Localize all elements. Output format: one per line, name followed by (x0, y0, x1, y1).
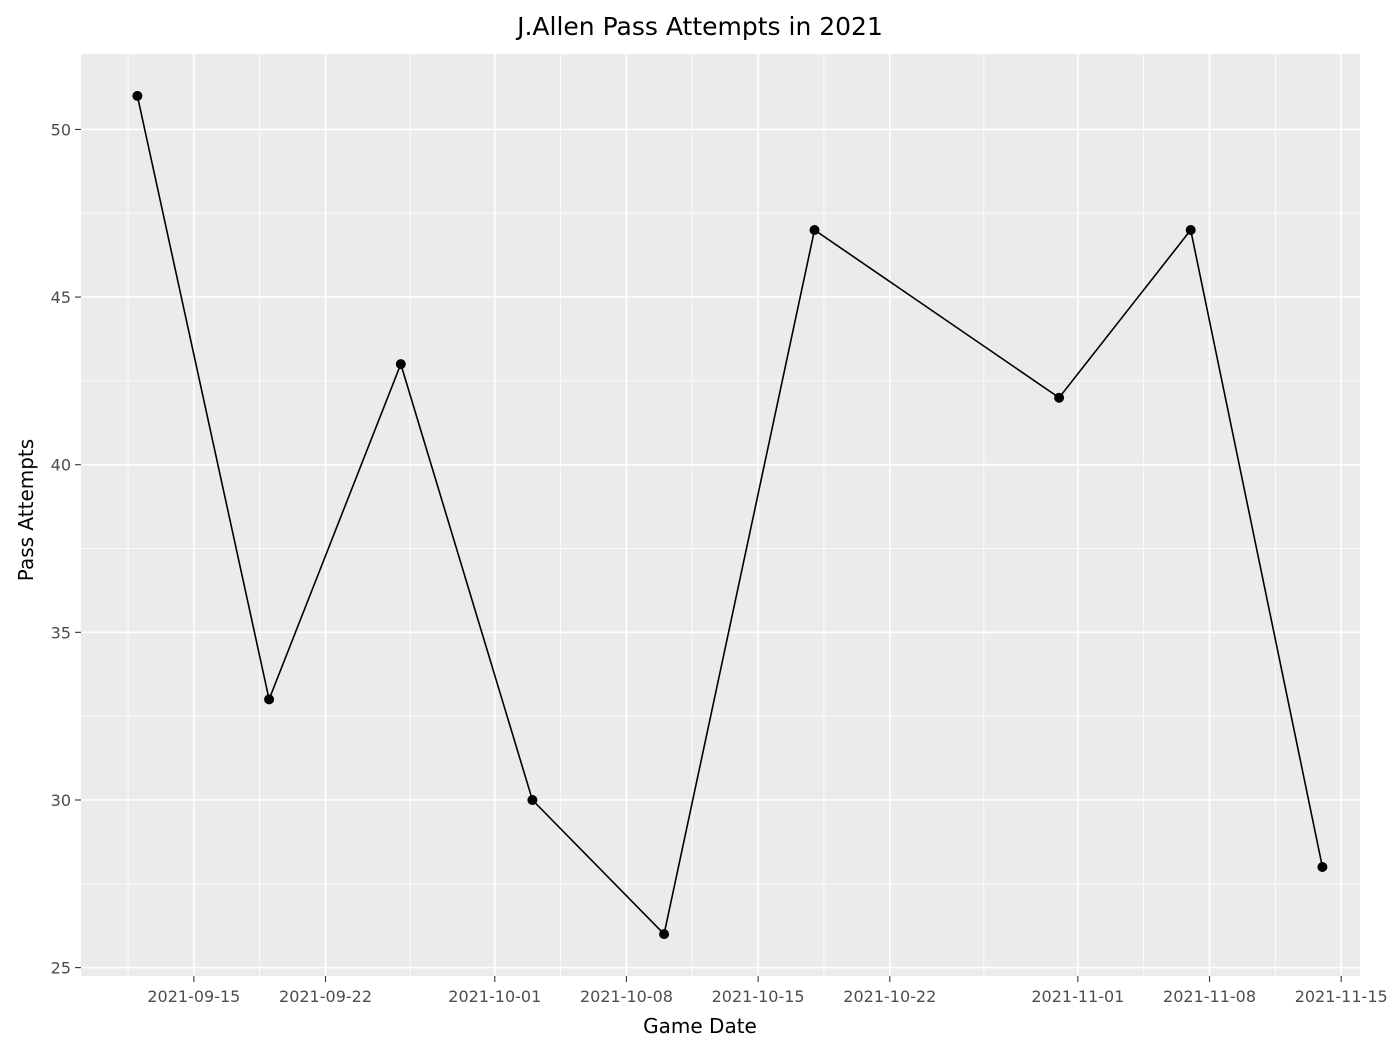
x-tick-label: 2021-11-08 (1163, 987, 1256, 1006)
x-tick-label: 2021-09-15 (147, 987, 240, 1006)
x-tick-label: 2021-10-08 (580, 987, 673, 1006)
data-point (527, 795, 538, 805)
data-point (1185, 225, 1196, 235)
x-axis-title: Game Date (643, 1014, 757, 1038)
data-point (1317, 862, 1328, 872)
x-tick-label: 2021-10-15 (712, 987, 805, 1006)
y-tick-label: 25 (51, 959, 71, 978)
x-tick-label: 2021-11-01 (1031, 987, 1124, 1006)
x-tick-label: 2021-11-15 (1295, 987, 1388, 1006)
y-tick-label: 40 (51, 456, 71, 475)
data-point (132, 90, 143, 101)
data-point (659, 929, 670, 940)
panel-background (81, 54, 1360, 976)
tick-labels: 2021-09-15 2021-09-22 2021-10-01 2021-10-08… (51, 120, 1388, 1006)
y-axis-title: Pass Attempts (14, 439, 38, 581)
y-tick-label: 50 (51, 120, 71, 139)
data-point (809, 225, 820, 235)
y-tick-label: 35 (51, 623, 71, 642)
chart-title: J.Allen Pass Attempts in 2021 (515, 12, 883, 41)
y-tick-label: 45 (51, 288, 71, 307)
data-point (264, 694, 275, 705)
x-tick-label: 2021-10-22 (843, 987, 936, 1006)
y-tick-label: 30 (51, 791, 71, 810)
tick-marks (75, 128, 1342, 982)
x-tick-label: 2021-09-22 (279, 987, 372, 1006)
data-point (1054, 392, 1065, 403)
data-points (132, 90, 1328, 940)
x-tick-label: 2021-10-01 (448, 987, 541, 1006)
major-gridlines (81, 54, 1360, 976)
data-point (395, 359, 406, 370)
minor-gridlines (81, 54, 1360, 976)
